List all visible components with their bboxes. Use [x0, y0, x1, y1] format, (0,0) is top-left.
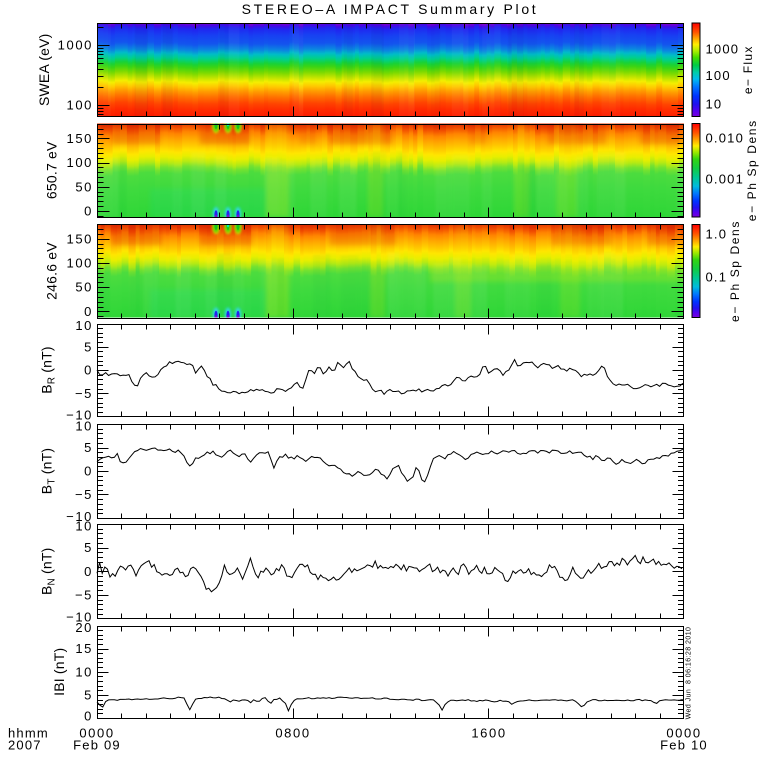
svg-text:−5: −5	[75, 587, 93, 602]
svg-text:150: 150	[67, 131, 94, 146]
svg-text:1000: 1000	[58, 38, 93, 53]
svg-text:−10: −10	[66, 610, 93, 625]
svg-text:BN (nT): BN (nT)	[39, 547, 58, 595]
svg-text:5: 5	[84, 687, 93, 702]
svg-text:150: 150	[67, 231, 94, 246]
svg-text:650.7 eV: 650.7 eV	[44, 141, 60, 199]
svg-text:IBI (nT): IBI (nT)	[51, 648, 67, 696]
svg-text:0000: 0000	[79, 726, 114, 741]
svg-text:hhmm: hhmm	[8, 726, 49, 741]
svg-text:50: 50	[75, 179, 93, 194]
svg-text:STEREO–A IMPACT Summary Plot: STEREO–A IMPACT Summary Plot	[242, 1, 539, 17]
svg-text:−10: −10	[66, 408, 93, 423]
svg-text:10: 10	[75, 664, 93, 679]
svg-text:100: 100	[706, 68, 731, 83]
svg-text:0: 0	[84, 709, 93, 724]
svg-text:e− Flux: e− Flux	[741, 45, 755, 94]
svg-text:e− Ph Sp Dens: e− Ph Sp Dens	[745, 119, 759, 221]
svg-text:5: 5	[84, 339, 93, 354]
svg-text:5: 5	[84, 540, 93, 555]
svg-text:0: 0	[84, 464, 93, 479]
svg-text:0.001: 0.001	[706, 172, 745, 187]
svg-text:100: 100	[67, 155, 94, 170]
svg-text:1000: 1000	[706, 41, 740, 56]
svg-text:2007: 2007	[8, 738, 42, 753]
svg-text:BR (nT): BR (nT)	[39, 346, 58, 394]
svg-text:0: 0	[84, 564, 93, 579]
svg-text:SWEA (eV): SWEA (eV)	[36, 33, 52, 106]
svg-text:20: 20	[75, 620, 93, 635]
svg-text:10: 10	[75, 419, 93, 434]
svg-text:5: 5	[84, 440, 93, 455]
svg-text:0000: 0000	[666, 726, 701, 741]
svg-text:10: 10	[706, 96, 723, 111]
svg-text:0.1: 0.1	[706, 270, 728, 285]
svg-text:10: 10	[75, 519, 93, 534]
svg-text:246.6 eV: 246.6 eV	[44, 242, 60, 300]
svg-text:e− Ph Sp Dens: e− Ph Sp Dens	[728, 220, 742, 322]
svg-text:0800: 0800	[275, 726, 310, 741]
svg-text:10: 10	[75, 318, 93, 333]
svg-text:Wed Jun 8 06:16:28 2010: Wed Jun 8 06:16:28 2010	[686, 627, 693, 720]
svg-text:15: 15	[75, 641, 93, 656]
svg-text:100: 100	[67, 98, 94, 113]
svg-text:−10: −10	[66, 509, 93, 524]
svg-text:0: 0	[84, 204, 93, 219]
svg-text:100: 100	[67, 256, 94, 271]
svg-text:1.0: 1.0	[706, 227, 728, 242]
svg-text:0: 0	[84, 304, 93, 319]
svg-text:Feb 10: Feb 10	[660, 738, 708, 753]
svg-text:Feb 09: Feb 09	[73, 738, 121, 753]
svg-text:−5: −5	[75, 487, 93, 502]
svg-text:BT (nT): BT (nT)	[39, 448, 58, 494]
svg-text:0: 0	[84, 363, 93, 378]
svg-text:50: 50	[75, 280, 93, 295]
svg-text:0.010: 0.010	[706, 130, 745, 145]
svg-text:−5: −5	[75, 386, 93, 401]
svg-text:1600: 1600	[471, 726, 506, 741]
